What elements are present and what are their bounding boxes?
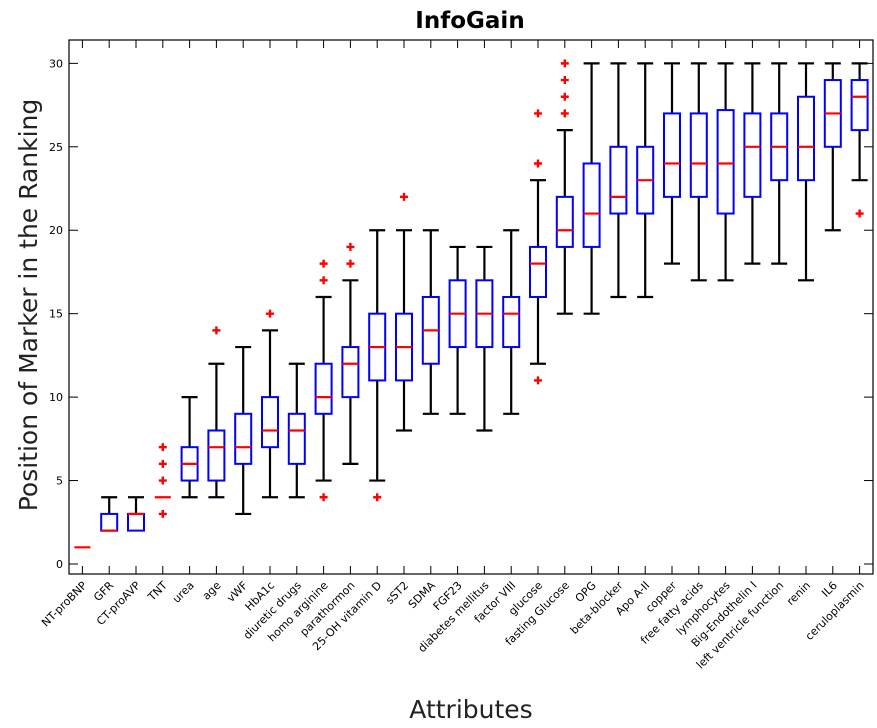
outlier-marker <box>158 476 167 485</box>
box-plot-urea <box>180 396 199 499</box>
outlier-marker <box>212 326 221 335</box>
x-category-label: TNT <box>145 579 170 604</box>
outlier-marker <box>266 309 274 318</box>
x-category-label: renin <box>784 579 813 608</box>
y-tick-label: 30 <box>49 57 63 70</box>
outlier-marker <box>560 59 569 68</box>
outlier-marker <box>560 76 569 85</box>
iqr-box <box>100 512 119 532</box>
iqr-box <box>341 346 360 399</box>
box-plot-sdma <box>421 229 440 415</box>
iqr-box <box>261 396 279 449</box>
box-plot-homo-arginine <box>314 259 333 502</box>
box-plot-hba1c <box>261 309 279 499</box>
box-plot-opg <box>582 62 601 315</box>
iqr-box <box>127 512 145 532</box>
outlier-marker <box>400 192 408 201</box>
box-plot-il6 <box>823 62 842 232</box>
box-plot-age <box>207 326 226 499</box>
outlier-marker <box>560 92 569 101</box>
iqr-box <box>287 412 306 465</box>
box-plot-25-oh-vitamin-d <box>368 229 387 502</box>
iqr-box <box>529 245 547 298</box>
iqr-box <box>850 79 869 132</box>
y-tick-label: 10 <box>49 391 63 404</box>
outlier-marker <box>534 376 542 385</box>
y-tick-label: 25 <box>49 141 63 154</box>
x-category-label: IL6 <box>819 579 840 600</box>
outlier-marker <box>158 459 167 468</box>
box-plot-ceruloplasmin <box>850 62 869 218</box>
outlier-marker <box>373 493 382 502</box>
y-tick-label: 5 <box>56 475 63 488</box>
box-plot-apo-a-ii <box>636 62 655 299</box>
iqr-box <box>689 112 708 198</box>
iqr-box <box>609 145 628 215</box>
x-axis-label: Attributes <box>409 695 532 724</box>
iqr-box <box>663 112 681 198</box>
iqr-box <box>797 95 815 182</box>
plot-frame <box>68 39 874 575</box>
iqr-box <box>234 412 253 465</box>
outlier-marker <box>319 276 328 285</box>
box-plot-glucose <box>529 109 547 385</box>
box-plot-factor-viii <box>502 229 521 415</box>
box-plot-fasting-glucose <box>555 59 574 315</box>
outlier-marker <box>560 109 569 118</box>
box-plot-renin <box>797 62 815 282</box>
box-plot-gfr <box>100 496 119 532</box>
box-plot-fgf23 <box>448 245 467 415</box>
outlier-marker <box>534 109 542 118</box>
box-plot-tnt <box>154 443 171 518</box>
y-tick-label: 0 <box>56 558 63 571</box>
outlier-marker <box>346 242 355 251</box>
box-plot-diabetes-mellitus <box>475 245 494 432</box>
outlier-marker <box>855 209 864 218</box>
outlier-marker <box>346 259 355 268</box>
x-category-label: NT-proBNP <box>39 579 90 630</box>
box-plot-ct-proavp <box>127 496 145 532</box>
iqr-box <box>207 429 226 482</box>
box-plot-parathormon <box>341 242 360 465</box>
box-plot-sst2 <box>395 192 413 432</box>
iqr-box <box>555 195 574 248</box>
iqr-box <box>502 295 521 349</box>
y-tick-label: 15 <box>49 308 63 321</box>
outlier-marker <box>534 159 542 168</box>
box-plot-beta-blocker <box>609 62 628 299</box>
iqr-box <box>716 109 735 215</box>
iqr-box <box>582 162 601 248</box>
box-plot-free-fatty-acids <box>689 62 708 282</box>
x-category-label: age <box>200 579 224 603</box>
chart-title: InfoGain <box>415 8 524 34</box>
y-tick-label: 20 <box>49 224 63 237</box>
iqr-box <box>743 112 762 198</box>
outlier-marker <box>319 493 328 502</box>
box-plot-left-ventricle-function <box>770 62 789 265</box>
iqr-box <box>314 362 333 415</box>
outlier-marker <box>158 443 167 452</box>
box-plot-big-endothelin-i <box>743 62 762 265</box>
y-axis-label: Position of Marker in the Ranking <box>14 99 43 512</box>
box-plot-diuretic-drugs <box>287 362 306 499</box>
box-plot-lymphocytes <box>716 62 735 282</box>
outlier-marker <box>158 509 167 518</box>
outlier-marker <box>319 259 328 268</box>
box-plot-vwf <box>234 345 253 516</box>
x-category-label: urea <box>170 579 197 606</box>
box-plot-copper <box>663 62 681 265</box>
